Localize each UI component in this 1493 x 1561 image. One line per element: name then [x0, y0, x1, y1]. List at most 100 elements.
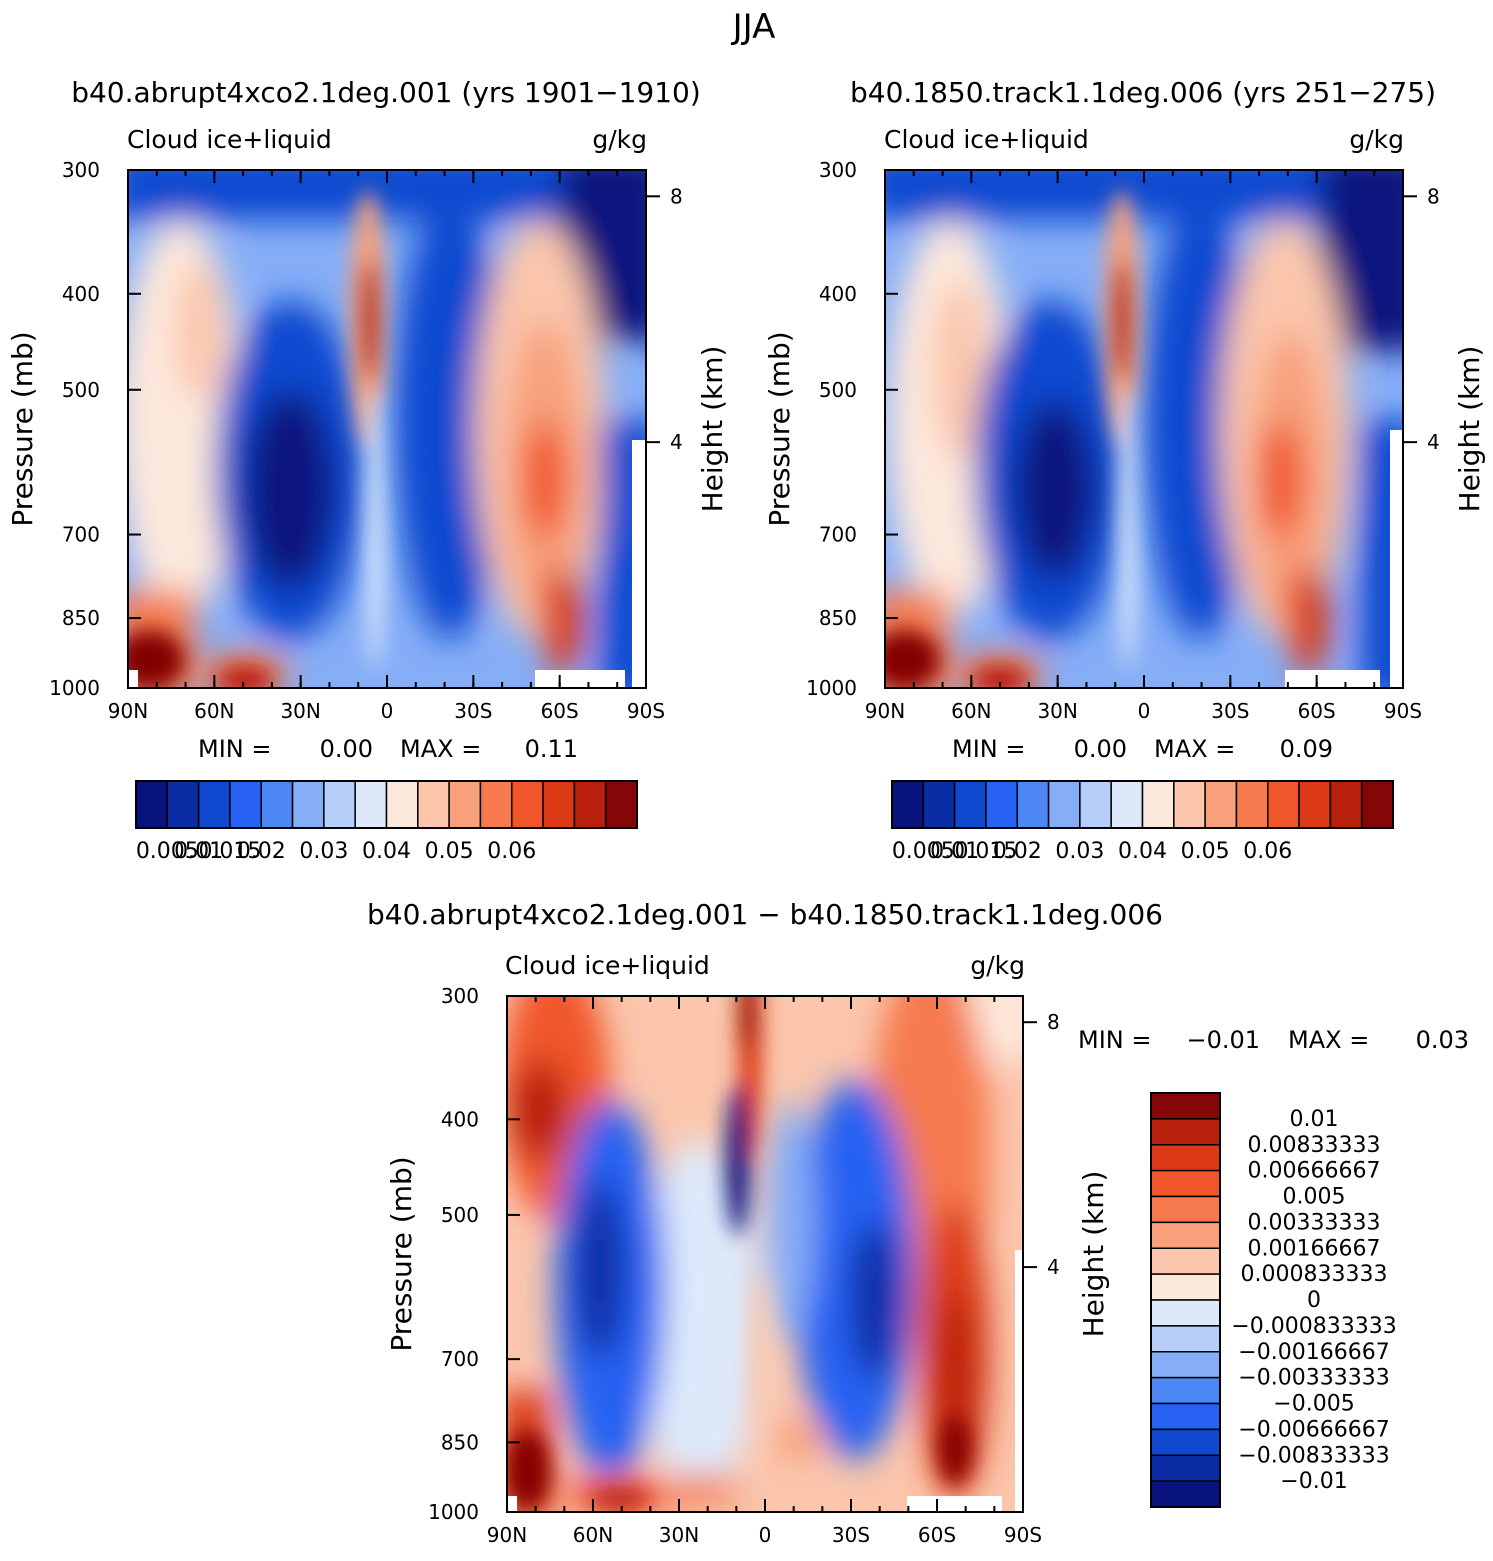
colorbar-swatch: [1298, 780, 1332, 829]
x-tick-label: 90N: [865, 699, 905, 723]
min-value: 0.00: [1074, 735, 1127, 763]
x-tick-label: 60N: [573, 1523, 613, 1547]
colorbar-label: 0.04: [1118, 839, 1167, 864]
variable-label: Cloud ice+liquid: [127, 125, 332, 154]
itcz-tower-core: [360, 260, 380, 380]
colorbar-swatch: [1150, 1351, 1221, 1379]
colorbar-swatch: [291, 780, 325, 829]
colorbar-swatch: [1079, 780, 1112, 829]
x-tick-label: 90S: [627, 699, 665, 723]
colorbar-label: 0.005: [136, 839, 199, 864]
colorbar-swatch: [229, 780, 262, 829]
panel-abrupt4xco2: b40.abrupt4xco2.1deg.001 (yrs 1901−1910)…: [6, 76, 729, 864]
max-value: 0.09: [1280, 735, 1333, 763]
y-axis-label: Pressure (mb): [763, 331, 796, 526]
x-tick-label: 60N: [194, 699, 234, 723]
y-right-tick-label: 4: [1047, 1255, 1060, 1279]
colorbar-swatch: [479, 780, 513, 829]
contour-field: [128, 170, 646, 688]
x-tick-label: 0: [1138, 699, 1151, 723]
panel-title: b40.abrupt4xco2.1deg.001 (yrs 1901−1910): [71, 76, 701, 109]
y-tick-label: 1000: [49, 676, 100, 700]
y-tick-label: 700: [441, 1347, 479, 1371]
colorbar-frame: [1150, 1092, 1221, 1508]
colorbar-swatch: [542, 780, 576, 829]
colorbar-swatch: [354, 780, 388, 829]
y-axis-label: Pressure (mb): [6, 331, 39, 526]
x-tick-label: 90S: [1384, 699, 1422, 723]
colorbar-label: 0.05: [1181, 839, 1230, 864]
itcz-tower-core: [1112, 260, 1132, 380]
nh-subtrop-core: [245, 390, 335, 590]
max-value: 0.03: [1416, 1026, 1469, 1054]
y-right-axis-label: Height (km): [696, 346, 729, 513]
colorbar-swatch: [1150, 1402, 1221, 1431]
y-tick-label: 1000: [806, 676, 857, 700]
missing-data: [535, 670, 625, 688]
missing-data: [128, 670, 138, 688]
page-title: JJA: [731, 7, 776, 47]
colorbar-swatch: [1150, 1480, 1221, 1508]
colorbar-label: 0.00166667: [1248, 1236, 1381, 1261]
colorbar-swatch: [1141, 780, 1175, 829]
panel-difference: b40.abrupt4xco2.1deg.001 − b40.1850.trac…: [367, 898, 1469, 1547]
sh-lowlevel-core: [1286, 565, 1330, 675]
min-label: MIN =: [198, 735, 271, 763]
missing-data: [1285, 670, 1380, 688]
sh-subtrop-blue: [395, 200, 505, 640]
colorbar-swatch: [1235, 780, 1269, 829]
colorbar-label: −0.00333333: [1238, 1366, 1389, 1391]
missing-data: [907, 1496, 1002, 1512]
colorbar-label: 0.06: [1243, 839, 1292, 864]
colorbar-label: −0.00833333: [1238, 1443, 1389, 1468]
y-tick-label: 300: [819, 158, 857, 182]
colorbar-swatch: [1150, 1118, 1221, 1146]
colorbar-swatch: [953, 780, 987, 829]
colorbar-label: 0.00333333: [1248, 1210, 1381, 1235]
colorbar-label: 0.015: [954, 839, 1017, 864]
colorbar-swatch: [323, 780, 356, 829]
max-label: MAX =: [1288, 1026, 1369, 1054]
missing-data: [632, 440, 646, 688]
nh-upper-core: [512, 1060, 568, 1160]
y-tick-label: 700: [819, 523, 857, 547]
y-tick-label: 500: [62, 378, 100, 402]
y-tick-label: 850: [441, 1430, 479, 1454]
sh-midlat-core: [523, 420, 567, 540]
x-tick-label: 30S: [1211, 699, 1249, 723]
nh-pbl-core: [972, 666, 1028, 688]
x-tick-label: 0: [381, 699, 394, 723]
colorbar-swatch: [1150, 1428, 1221, 1456]
y-tick-label: 400: [441, 1107, 479, 1131]
colorbar-swatch: [1047, 780, 1081, 829]
missing-data: [1390, 430, 1403, 688]
sh-midlat-core: [850, 1220, 900, 1380]
colorbar-swatch: [1360, 780, 1394, 829]
colorbar-label: −0.00166667: [1238, 1340, 1389, 1365]
y-right-tick-label: 4: [1427, 430, 1440, 454]
y-tick-label: 700: [62, 523, 100, 547]
contour-field: [507, 996, 1023, 1512]
colorbar-swatch: [1150, 1325, 1221, 1353]
colorbar-swatch: [1150, 1169, 1221, 1198]
itcz-stem: [366, 390, 384, 670]
colorbar-swatch: [1150, 1299, 1221, 1327]
colorbar-swatch: [1329, 780, 1363, 829]
x-tick-label: 90N: [108, 699, 148, 723]
field-layer-sharp: [128, 190, 386, 688]
colorbar-frame: [135, 780, 638, 829]
y-tick-label: 400: [62, 282, 100, 306]
colorbar-label: 0.015: [198, 839, 261, 864]
max-value: 0.11: [525, 735, 578, 763]
colorbar-swatch: [385, 780, 419, 829]
colorbar-label: 0.01: [174, 839, 223, 864]
colorbar-label: −0.000833333: [1231, 1314, 1396, 1339]
x-tick-label: 30S: [454, 699, 492, 723]
x-tick-label: 30N: [659, 1523, 699, 1547]
colorbar-swatch: [260, 780, 294, 829]
panel-title: b40.1850.track1.1deg.006 (yrs 251−275): [850, 76, 1436, 109]
colorbar-swatch: [1150, 1376, 1221, 1405]
sh-ocean-spike: [939, 1415, 971, 1485]
field-layer-smooth: [507, 996, 1023, 1512]
